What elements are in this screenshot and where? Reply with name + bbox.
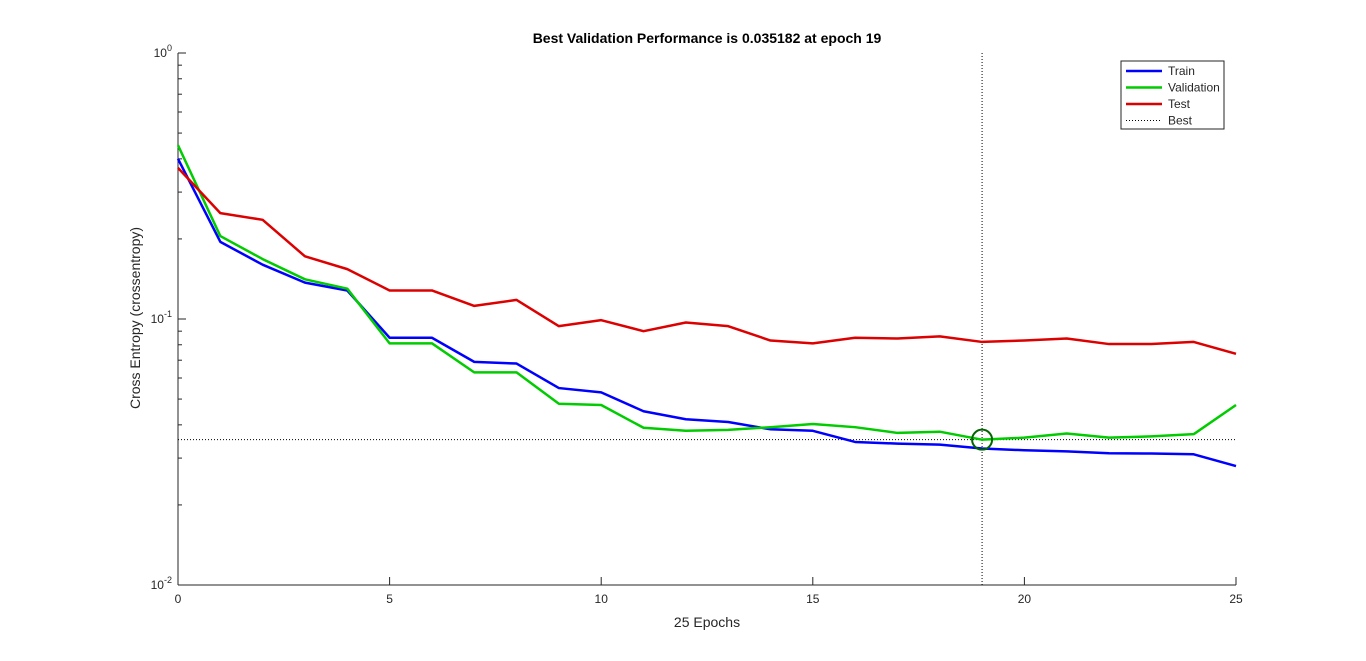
x-tick-label: 5 [386, 592, 393, 606]
best-marker [971, 428, 994, 451]
legend-label-best: Best [1168, 114, 1193, 128]
y-tick-label: 10-2 [151, 575, 172, 592]
chart-title: Best Validation Performance is 0.035182 … [533, 30, 882, 46]
legend-label-test: Test [1168, 97, 1191, 111]
plot-area: 0 5 10 15 20 25 10-2 10-1 100 [151, 43, 1243, 606]
y-axis-label: Cross Entropy (crossentropy) [127, 227, 143, 409]
y-tick-label: 10-1 [151, 309, 172, 326]
legend-box [1120, 60, 1225, 130]
series-line-train [176, 158, 1237, 468]
series-line-validation [176, 144, 1237, 441]
legend-label-train: Train [1168, 64, 1195, 78]
series-line-test [177, 167, 1237, 355]
legend: Train Validation Test Best [1120, 60, 1225, 130]
x-tick-label: 15 [806, 592, 820, 606]
x-tick-label: 20 [1018, 592, 1032, 606]
x-tick-label: 10 [595, 592, 609, 606]
legend-label-validation: Validation [1168, 81, 1220, 95]
x-tick-label: 0 [175, 592, 182, 606]
x-axis-label: 25 Epochs [674, 614, 740, 630]
x-tick-label: 25 [1229, 592, 1243, 606]
y-tick-label: 100 [154, 43, 172, 60]
